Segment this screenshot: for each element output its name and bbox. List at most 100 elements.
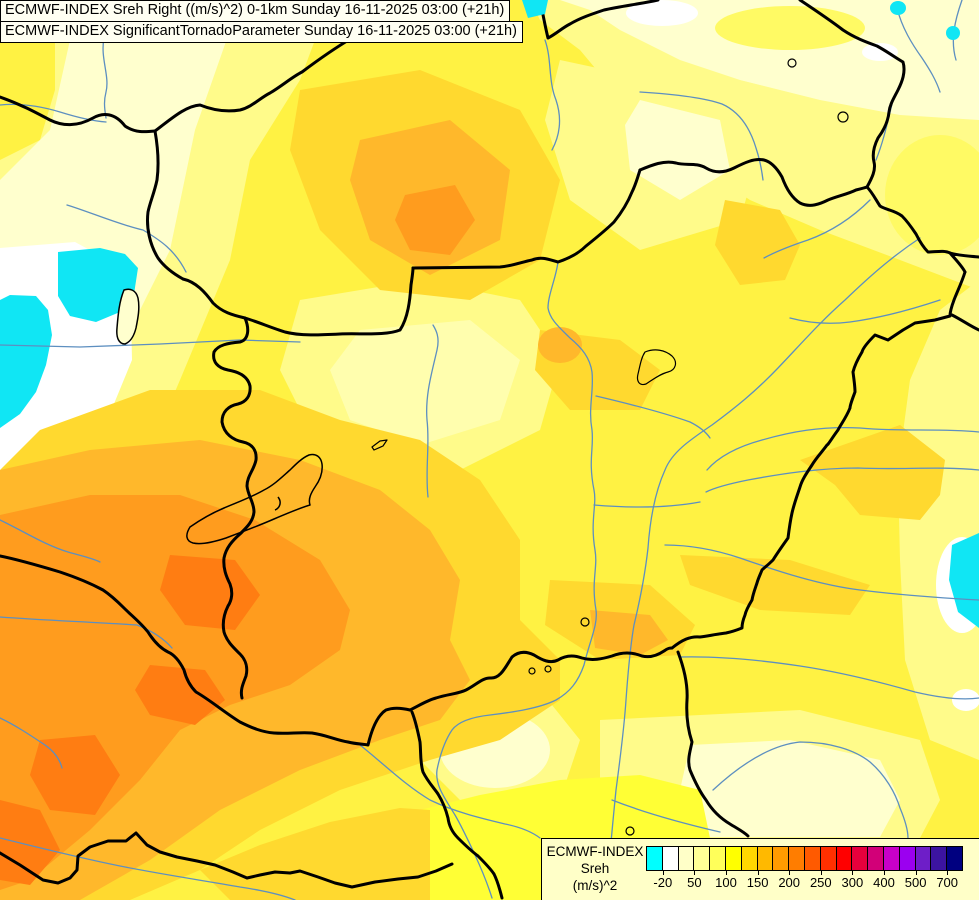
- contour-deep-core-2: [135, 665, 225, 725]
- legend-color-cell: [931, 847, 948, 870]
- border-at-hu-north: [181, 266, 415, 337]
- legend-color-cell: [757, 847, 774, 870]
- contour-cream-north-inner: [625, 100, 730, 200]
- legend-tick-label: 200: [778, 875, 801, 890]
- river-drava-west: [0, 616, 173, 649]
- river-drava-east: [359, 744, 541, 839]
- legend-tick-label: 250: [809, 875, 832, 890]
- lake-cyan-top-3: [946, 26, 960, 40]
- lake-small-2: [837, 111, 849, 123]
- contour-white-top-center: [626, 0, 698, 26]
- lake-cyan-top-1: [522, 0, 548, 18]
- legend-tick: [884, 870, 885, 875]
- legend-tick: [789, 870, 791, 875]
- border-hu-sk-danube: [411, 168, 642, 270]
- legend-tick: [852, 870, 854, 875]
- contour-cream-southeast: [680, 740, 900, 837]
- lake-cyan-left-lower: [0, 295, 52, 428]
- river-maros: [664, 544, 979, 601]
- river-central-1: [595, 395, 711, 439]
- border-hu-ua: [865, 185, 979, 274]
- legend-tick-label: 100: [715, 875, 737, 890]
- border-hu-hr-west: [0, 554, 412, 747]
- legend-color-cell: [820, 847, 837, 870]
- river-raba: [0, 339, 301, 348]
- contour-gold-east-central: [800, 425, 945, 520]
- legend-tick: [947, 870, 949, 875]
- lake-small-3: [580, 617, 590, 627]
- legend-color-cell: [899, 847, 916, 870]
- contour-gold-northeast-blob: [715, 200, 800, 285]
- river-se-arc: [712, 741, 909, 839]
- legend-color-cell: [836, 847, 853, 870]
- legend-ticks: [647, 870, 963, 876]
- lake-cyan-top-2: [890, 1, 906, 15]
- border-bosnia-sava: [0, 831, 454, 889]
- legend-box: ECMWF-INDEX Sreh (m/s)^2 -20 50 100 150 200 2…: [541, 838, 979, 900]
- legend-tick-label: 700: [936, 875, 959, 890]
- lake-velence: [371, 439, 388, 451]
- contour-cream-north: [560, 0, 979, 120]
- contour-deep-core-1: [160, 555, 260, 630]
- legend-color-cell: [868, 847, 884, 870]
- lake-balaton: [186, 453, 323, 545]
- legend-tick-label: 400: [873, 875, 895, 890]
- river-se-1: [611, 799, 721, 833]
- legend-tick-label: 150: [746, 875, 769, 890]
- lake-cyan-left-upper: [58, 248, 138, 322]
- title-line2-text: ECMWF-INDEX SignificantTornadoParameter …: [5, 23, 517, 39]
- contour-amber-southeast-inner: [590, 610, 668, 655]
- title-line1-text: ECMWF-INDEX Sreh Right ((m/s)^2) 0-1km S…: [5, 2, 505, 18]
- border-sk-ua: [798, 0, 906, 189]
- lake-small-4: [528, 667, 536, 675]
- legend-color-cell: [694, 847, 711, 870]
- contour-deep-core-3: [30, 735, 120, 815]
- legend-tick: [694, 870, 696, 875]
- contour-white-top-right: [862, 43, 898, 61]
- legend-color-cell: [773, 847, 790, 870]
- river-koros-2: [705, 467, 979, 493]
- river-danube: [436, 261, 597, 899]
- lake-small-1: [787, 58, 797, 68]
- river-ne-1: [544, 39, 561, 151]
- border-hu-sk-east: [638, 158, 869, 207]
- legend-color-cell: [647, 847, 663, 870]
- river-marcal: [426, 324, 439, 498]
- legend-color-cell: [804, 847, 821, 870]
- title-bar-line1: ECMWF-INDEX Sreh Right ((m/s)^2) 0-1km S…: [0, 0, 511, 22]
- border-ro-rs: [676, 650, 750, 838]
- legend-color-cell: [725, 847, 742, 870]
- river-bratislava: [66, 204, 187, 273]
- legend-tick-labels: -20 50 100 150 200 250 300 400 500 700: [647, 875, 963, 891]
- river-szamos: [789, 299, 941, 324]
- lake-cyan-right-edge: [949, 533, 979, 628]
- legend-color-cell: [678, 847, 695, 870]
- contour-orange-north-central: [395, 185, 475, 255]
- legend-units-label: (m/s)^2: [572, 878, 618, 893]
- river-koros-1: [706, 426, 979, 471]
- river-se-2: [679, 656, 979, 700]
- contour-white-right-low: [952, 689, 979, 711]
- legend-color-cell: [662, 847, 679, 870]
- legend-tick: [726, 870, 727, 875]
- border-morava: [146, 129, 185, 281]
- river-ne-2: [639, 91, 764, 181]
- legend-tick: [915, 870, 917, 875]
- river-bodrog: [763, 199, 871, 259]
- legend-colorbar: [646, 846, 963, 871]
- legend-title-block: ECMWF-INDEX Sreh (m/s)^2: [546, 843, 644, 894]
- legend-product-label: ECMWF-INDEX: [546, 844, 644, 859]
- legend-color-cell: [915, 847, 932, 870]
- river-sw-small: [0, 717, 63, 769]
- legend-tick-label: -20: [653, 875, 673, 890]
- legend-color-cell: [789, 847, 805, 870]
- river-mura: [0, 519, 101, 563]
- legend-tick: [662, 870, 664, 875]
- lake-small-6: [625, 826, 635, 836]
- border-pl-sk: [538, 0, 660, 40]
- legend-color-cell: [710, 847, 726, 870]
- border-hr-rs: [410, 710, 504, 900]
